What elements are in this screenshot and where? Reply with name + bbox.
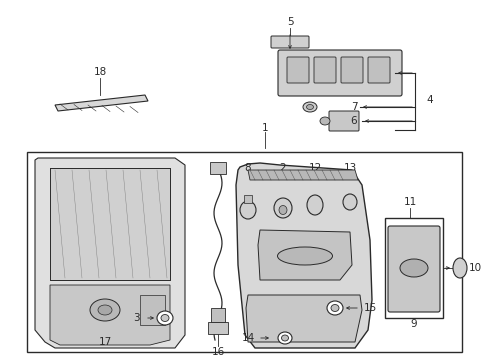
Ellipse shape [161, 315, 169, 321]
Ellipse shape [452, 258, 466, 278]
FancyBboxPatch shape [328, 111, 358, 131]
Ellipse shape [399, 259, 427, 277]
Text: 2: 2 [279, 163, 286, 173]
Polygon shape [247, 170, 357, 180]
Ellipse shape [281, 335, 288, 341]
Text: 10: 10 [468, 263, 481, 273]
Text: 15: 15 [363, 303, 376, 313]
Text: 12: 12 [308, 163, 321, 173]
Bar [209, 162, 225, 174]
Ellipse shape [319, 117, 329, 125]
Bar [244, 195, 251, 203]
Ellipse shape [157, 311, 173, 325]
Ellipse shape [279, 206, 286, 215]
Text: 9: 9 [410, 319, 416, 329]
Ellipse shape [330, 305, 338, 311]
Text: 17: 17 [98, 337, 111, 347]
Polygon shape [35, 158, 184, 348]
Text: 11: 11 [403, 197, 416, 207]
FancyBboxPatch shape [270, 36, 308, 48]
Text: 4: 4 [426, 95, 432, 105]
Text: 3: 3 [132, 313, 139, 323]
Ellipse shape [98, 305, 112, 315]
FancyBboxPatch shape [286, 57, 308, 83]
Text: 8: 8 [244, 163, 251, 173]
Ellipse shape [342, 194, 356, 210]
Ellipse shape [277, 247, 332, 265]
Text: 1: 1 [261, 123, 268, 133]
Text: 5: 5 [286, 17, 293, 27]
FancyBboxPatch shape [367, 57, 389, 83]
FancyBboxPatch shape [278, 50, 401, 96]
Bar [27, 152, 461, 352]
Polygon shape [236, 163, 371, 348]
Ellipse shape [306, 104, 313, 109]
Bar [140, 295, 164, 325]
Ellipse shape [240, 201, 256, 219]
Text: 6: 6 [350, 116, 357, 126]
Text: 18: 18 [93, 67, 106, 77]
Bar [210, 308, 224, 322]
Ellipse shape [90, 299, 120, 321]
Text: 13: 13 [343, 163, 356, 173]
Polygon shape [245, 295, 361, 342]
FancyBboxPatch shape [313, 57, 335, 83]
FancyBboxPatch shape [340, 57, 362, 83]
Bar [384, 218, 442, 318]
Polygon shape [50, 168, 170, 280]
Bar [207, 322, 227, 334]
Text: 14: 14 [241, 333, 254, 343]
Polygon shape [50, 285, 170, 345]
Ellipse shape [306, 195, 323, 215]
Polygon shape [55, 95, 148, 111]
Ellipse shape [273, 198, 291, 218]
Text: 7: 7 [350, 102, 357, 112]
Ellipse shape [326, 301, 342, 315]
Ellipse shape [303, 102, 316, 112]
FancyBboxPatch shape [387, 226, 439, 312]
Text: 16: 16 [211, 347, 224, 357]
Ellipse shape [278, 332, 291, 344]
Polygon shape [258, 230, 351, 280]
